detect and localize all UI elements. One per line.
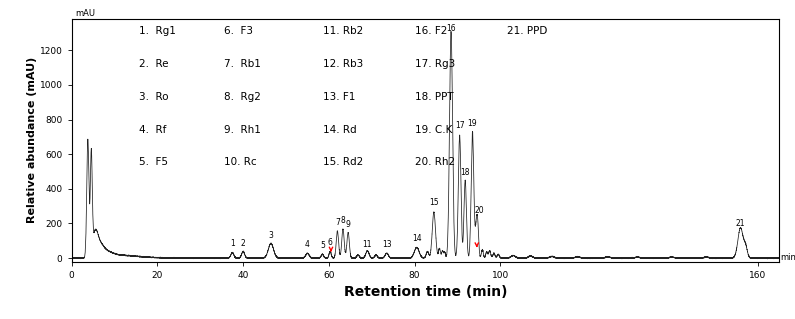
Text: 18: 18 [460, 168, 470, 177]
Text: 20: 20 [474, 206, 483, 215]
Text: 15: 15 [429, 198, 439, 207]
Text: min: min [781, 253, 795, 262]
Text: 20. Rh2: 20. Rh2 [415, 157, 455, 167]
Text: 14: 14 [412, 234, 421, 242]
Text: 5.  F5: 5. F5 [139, 157, 168, 167]
Text: 3: 3 [269, 231, 273, 240]
Text: 6: 6 [328, 238, 332, 247]
Text: 17: 17 [455, 121, 464, 130]
X-axis label: Retention time (min): Retention time (min) [343, 285, 507, 299]
Text: 8.  Rg2: 8. Rg2 [223, 92, 261, 102]
Text: 4: 4 [305, 241, 310, 249]
Text: 6.  F3: 6. F3 [223, 26, 253, 36]
Text: 11: 11 [363, 240, 372, 249]
Text: 14. Rd: 14. Rd [323, 125, 356, 135]
Text: 3.  Ro: 3. Ro [139, 92, 169, 102]
Text: 16: 16 [446, 24, 456, 33]
Text: 2: 2 [241, 239, 246, 248]
Text: 21: 21 [735, 219, 745, 228]
Text: 13: 13 [382, 241, 392, 249]
Text: 7: 7 [335, 218, 339, 227]
Text: 15. Rd2: 15. Rd2 [323, 157, 363, 167]
Y-axis label: Relative abundance (mAU): Relative abundance (mAU) [27, 57, 37, 224]
Text: 19. C.K: 19. C.K [415, 125, 452, 135]
Text: 19: 19 [467, 119, 477, 128]
Text: 7.  Rb1: 7. Rb1 [223, 59, 261, 69]
Text: 1.  Rg1: 1. Rg1 [139, 26, 176, 36]
Text: 16. F2: 16. F2 [415, 26, 447, 36]
Text: 21. PPD: 21. PPD [506, 26, 547, 36]
Text: 18. PPT: 18. PPT [415, 92, 453, 102]
Text: 5: 5 [320, 241, 325, 250]
Text: 2.  Re: 2. Re [139, 59, 169, 69]
Text: 1: 1 [230, 239, 235, 248]
Text: 9.  Rh1: 9. Rh1 [223, 125, 261, 135]
Text: 4.  Rf: 4. Rf [139, 125, 166, 135]
Text: 12. Rb3: 12. Rb3 [323, 59, 363, 69]
Text: 10. Rc: 10. Rc [223, 157, 256, 167]
Text: 8: 8 [340, 216, 345, 225]
Text: 9: 9 [346, 220, 351, 229]
Text: 11. Rb2: 11. Rb2 [323, 26, 363, 36]
Text: mAU: mAU [75, 9, 95, 18]
Text: 17. Rg3: 17. Rg3 [415, 59, 455, 69]
Text: 13. F1: 13. F1 [323, 92, 355, 102]
